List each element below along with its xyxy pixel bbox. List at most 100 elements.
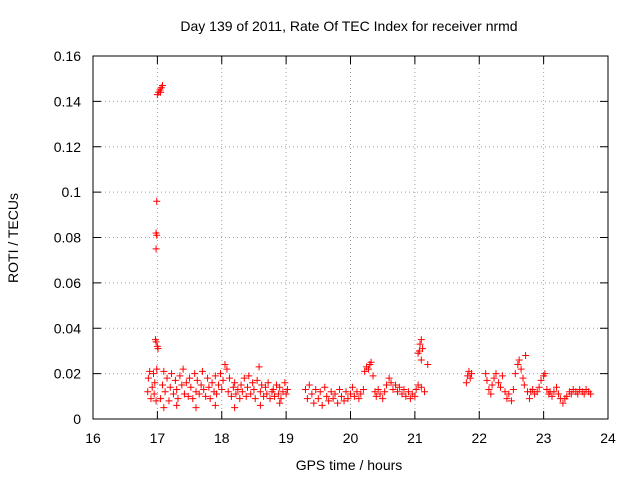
data-point [574, 390, 582, 398]
data-point [150, 390, 158, 398]
data-point [189, 395, 197, 403]
data-point [334, 399, 342, 407]
data-point [274, 390, 282, 398]
data-point [146, 367, 154, 375]
data-point [367, 358, 375, 366]
data-point [383, 381, 391, 389]
data-point [215, 381, 223, 389]
data-point [327, 388, 335, 396]
data-point [488, 381, 496, 389]
data-point [144, 374, 152, 382]
data-point [186, 374, 194, 382]
data-point [249, 379, 257, 387]
data-point [166, 383, 174, 391]
data-point [336, 386, 344, 394]
data-point [406, 395, 414, 403]
x-axis-title: GPS time / hours [296, 457, 403, 473]
y-tick-label: 0.14 [54, 93, 81, 109]
data-point [509, 386, 517, 394]
y-tick-label: 0.02 [54, 366, 81, 382]
data-point [150, 370, 158, 378]
data-point [221, 361, 229, 369]
data-point [256, 388, 264, 396]
data-point [381, 388, 389, 396]
data-point [240, 374, 248, 382]
data-point [238, 388, 246, 396]
data-points [144, 81, 595, 412]
data-point [355, 395, 363, 403]
data-point [179, 365, 187, 373]
data-point [503, 395, 511, 403]
data-point [318, 401, 326, 409]
data-point [187, 383, 195, 391]
data-point [535, 383, 543, 391]
data-point [387, 379, 395, 387]
data-point [308, 390, 316, 398]
data-point [159, 381, 167, 389]
data-point [359, 386, 367, 394]
chart-title: Day 139 of 2011, Rate Of TEC Index for r… [180, 18, 517, 34]
data-point [160, 367, 168, 375]
data-point [424, 361, 432, 369]
data-point [416, 340, 424, 348]
data-point [282, 390, 290, 398]
data-point [161, 388, 169, 396]
data-point [211, 401, 219, 409]
data-point [417, 383, 425, 391]
x-tick-label: 18 [214, 430, 230, 446]
y-tick-label: 0.08 [54, 230, 81, 246]
data-point [495, 379, 503, 387]
data-point [353, 388, 361, 396]
y-tick-labels: 0 0.02 0.04 0.06 0.08 0.1 0.12 0.14 0.16 [54, 48, 81, 427]
data-point [216, 370, 224, 378]
y-tick-label: 0.16 [54, 48, 81, 64]
data-point [492, 370, 500, 378]
data-point [223, 365, 231, 373]
data-point [490, 374, 498, 382]
data-point [247, 390, 255, 398]
data-point [372, 392, 380, 400]
data-point [541, 370, 549, 378]
data-point [529, 386, 537, 394]
data-point [411, 392, 419, 400]
data-point [195, 390, 203, 398]
data-point [522, 351, 530, 359]
data-point [266, 395, 274, 403]
data-point [148, 383, 156, 391]
data-point [157, 88, 165, 96]
data-point [198, 367, 206, 375]
data-point [276, 383, 284, 391]
data-point [395, 383, 403, 391]
x-tick-label: 23 [536, 430, 552, 446]
data-point [231, 379, 239, 387]
data-point [361, 367, 369, 375]
data-point [200, 386, 208, 394]
x-tick-label: 24 [600, 430, 616, 446]
data-point [505, 390, 513, 398]
data-point [153, 365, 161, 373]
data-point [191, 370, 199, 378]
data-point [412, 386, 420, 394]
data-point [153, 197, 161, 205]
data-point [169, 390, 177, 398]
data-point [276, 399, 284, 407]
data-point [206, 395, 214, 403]
tick-marks [92, 55, 609, 420]
x-tick-label: 22 [471, 430, 487, 446]
data-point [498, 372, 506, 380]
data-point [208, 379, 216, 387]
data-point [559, 399, 567, 407]
data-point [468, 370, 476, 378]
data-point [251, 395, 259, 403]
data-point [520, 381, 528, 389]
data-point [344, 395, 352, 403]
y-tick-label: 0.12 [54, 139, 81, 155]
data-point [496, 383, 504, 391]
data-point [277, 395, 285, 403]
data-point [151, 379, 159, 387]
data-point [245, 372, 253, 380]
data-point [205, 383, 213, 391]
data-point [331, 390, 339, 398]
data-point [171, 376, 179, 384]
data-point [301, 386, 309, 394]
